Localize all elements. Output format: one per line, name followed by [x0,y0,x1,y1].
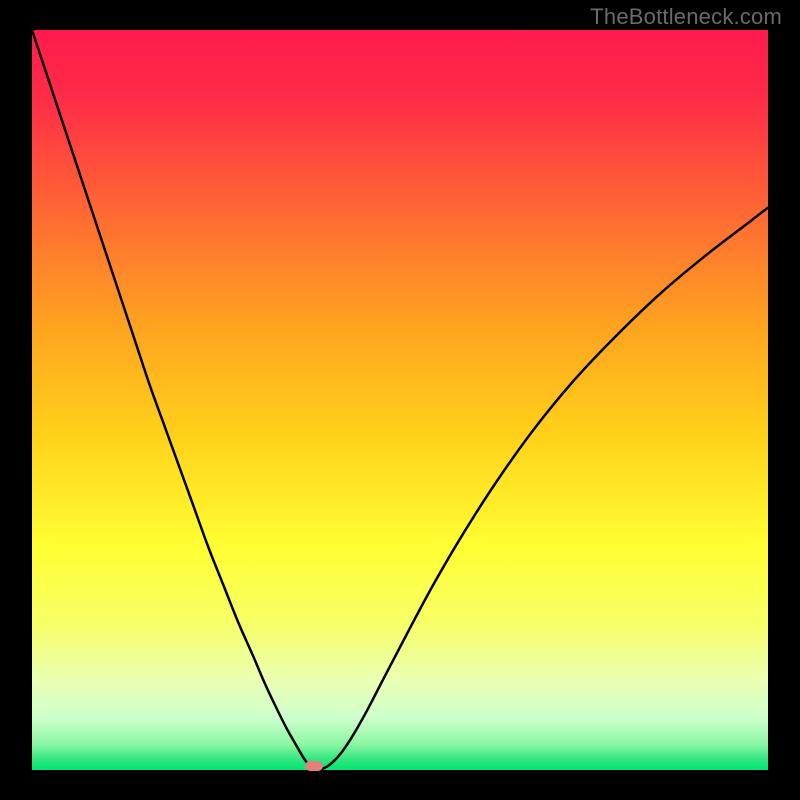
minimum-marker [305,761,323,771]
chart-frame: TheBottleneck.com [0,0,800,800]
bottleneck-curve [0,0,800,800]
